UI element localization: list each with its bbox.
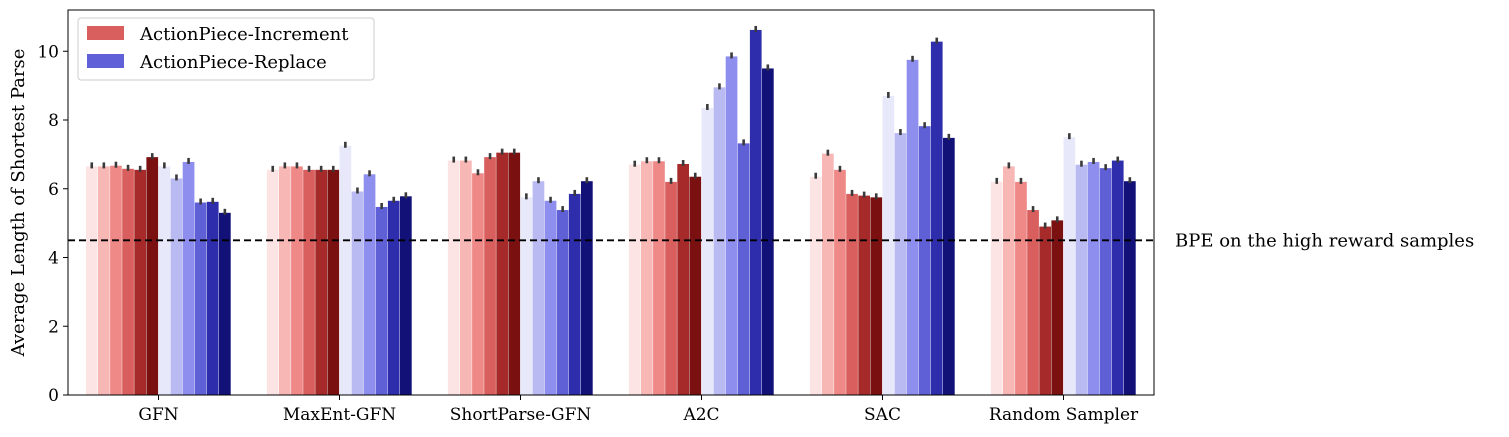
x-tick-label: SAC <box>864 405 901 425</box>
bar-increment-2-2 <box>472 173 484 395</box>
bar-replace-5-2 <box>1087 161 1100 395</box>
bar-increment-3-0 <box>628 164 641 395</box>
bar-replace-5-3 <box>1099 168 1112 396</box>
bar-replace-2-5 <box>581 181 593 395</box>
x-tick-label: A2C <box>682 405 719 425</box>
bar-increment-1-0 <box>266 169 279 395</box>
y-tick-label: 0 <box>48 386 59 406</box>
y-tick-label: 8 <box>48 111 59 131</box>
y-tick-label: 4 <box>48 249 59 269</box>
legend: ActionPiece-Increment ActionPiece-Replac… <box>77 17 375 81</box>
bar-replace-1-5 <box>400 196 412 395</box>
bar-increment-2-4 <box>496 152 508 395</box>
bar-replace-2-1 <box>532 181 545 395</box>
bar-replace-3-0 <box>701 107 714 395</box>
bar-increment-2-0 <box>447 160 460 395</box>
bar-increment-0-0 <box>85 166 98 395</box>
y-tick-label: 2 <box>48 317 59 337</box>
legend-label-replace: ActionPiece-Replace <box>139 52 327 73</box>
bar-increment-4-4 <box>858 195 870 395</box>
bar-increment-5-4 <box>1039 226 1051 395</box>
bars-group <box>85 29 1136 396</box>
bar-increment-2-5 <box>508 152 521 395</box>
y-axis: 0 2 4 6 8 10 <box>37 42 68 406</box>
bar-replace-4-1 <box>894 133 907 395</box>
bar-replace-0-0 <box>158 166 171 395</box>
bar-increment-5-0 <box>990 181 1003 396</box>
bar-replace-4-4 <box>930 41 943 396</box>
bar-replace-5-4 <box>1111 160 1124 395</box>
bar-replace-3-2 <box>725 56 738 395</box>
bar-replace-1-4 <box>387 200 400 395</box>
bar-increment-0-3 <box>122 168 134 395</box>
legend-box <box>77 17 375 81</box>
bar-increment-0-1 <box>98 166 110 395</box>
error-bars-group <box>90 25 1132 229</box>
bar-increment-3-1 <box>641 161 653 395</box>
x-tick-label: ShortParse-GFN <box>450 405 592 425</box>
bar-increment-0-4 <box>134 169 146 395</box>
bar-increment-4-2 <box>834 169 846 395</box>
bar-replace-4-3 <box>918 126 931 395</box>
bar-increment-2-1 <box>460 160 472 395</box>
bar-increment-4-0 <box>809 176 822 395</box>
bar-increment-3-5 <box>689 176 702 395</box>
bar-replace-0-5 <box>219 212 231 395</box>
bar-replace-4-0 <box>882 95 895 395</box>
bar-replace-2-4 <box>568 193 581 395</box>
x-tick-label: MaxEnt-GFN <box>283 405 396 425</box>
bar-increment-4-3 <box>846 193 858 395</box>
y-axis-label: Average Length of Shortest Parse <box>8 49 29 358</box>
reference-line-label: BPE on the high reward samples <box>1175 230 1474 251</box>
bar-replace-4-5 <box>943 137 955 396</box>
bar-increment-0-5 <box>146 157 159 396</box>
bar-replace-5-1 <box>1075 164 1088 395</box>
bar-increment-5-1 <box>1003 166 1015 395</box>
bar-increment-0-2 <box>110 165 122 395</box>
bar-replace-1-0 <box>339 145 352 395</box>
bar-increment-5-5 <box>1051 220 1064 395</box>
bar-replace-2-2 <box>544 200 557 395</box>
bar-replace-0-2 <box>182 161 195 395</box>
bar-replace-3-3 <box>737 143 750 395</box>
legend-swatch-increment <box>87 26 124 40</box>
bar-increment-1-1 <box>279 166 291 395</box>
bar-increment-3-2 <box>653 161 665 395</box>
bar-replace-1-2 <box>363 174 376 395</box>
bar-increment-1-2 <box>291 166 303 395</box>
legend-swatch-replace <box>87 54 124 68</box>
bar-replace-5-0 <box>1063 137 1076 395</box>
legend-label-increment: ActionPiece-Increment <box>139 24 349 45</box>
bar-increment-4-1 <box>822 153 834 395</box>
bar-increment-3-4 <box>677 164 689 395</box>
bar-increment-5-3 <box>1027 210 1039 395</box>
bar-replace-3-4 <box>749 29 762 395</box>
bar-replace-1-1 <box>351 191 364 395</box>
x-tick-label: Random Sampler <box>989 405 1139 425</box>
x-axis: GFN MaxEnt-GFN ShortParse-GFN A2C SAC Random … <box>138 395 1139 425</box>
plot-frame <box>67 9 1155 396</box>
bar-replace-0-4 <box>206 201 219 395</box>
bar-replace-3-5 <box>762 68 774 395</box>
bar-increment-4-5 <box>870 197 883 395</box>
bar-increment-3-3 <box>665 181 677 396</box>
bar-increment-1-4 <box>315 169 327 395</box>
bar-replace-0-3 <box>194 202 207 395</box>
bar-replace-0-1 <box>170 178 183 395</box>
y-tick-label: 6 <box>48 180 59 200</box>
bar-replace-5-5 <box>1124 181 1136 395</box>
bar-replace-2-3 <box>556 210 569 395</box>
bar-increment-1-5 <box>327 169 340 395</box>
y-tick-label: 10 <box>37 42 59 62</box>
bar-replace-1-3 <box>375 206 388 395</box>
x-tick-label: GFN <box>138 405 178 425</box>
bar-increment-5-2 <box>1015 181 1027 396</box>
bar-replace-4-2 <box>906 59 919 396</box>
bar-increment-1-3 <box>303 169 315 395</box>
bar-replace-2-0 <box>520 197 533 395</box>
bar-increment-2-3 <box>484 157 496 396</box>
